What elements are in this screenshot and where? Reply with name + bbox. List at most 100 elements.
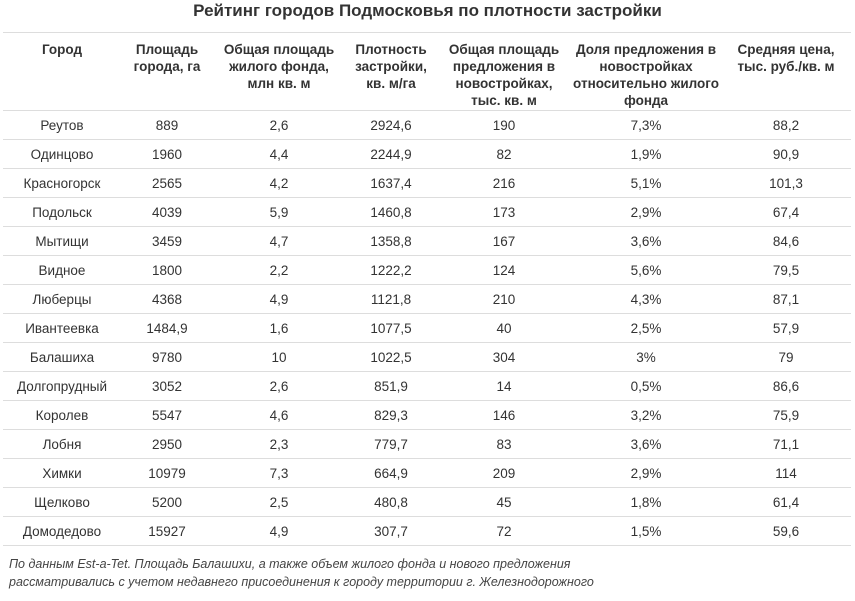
cell-city: Ивантеевка <box>3 313 121 343</box>
cell-density: 2244,9 <box>345 139 437 169</box>
table-row: Домодедово 15927 4,9 307,7 72 1,5% 59,6 <box>3 516 851 546</box>
cell-housing-stock: 2,5 <box>213 487 345 517</box>
table-row: Мытищи 3459 4,7 1358,8 167 3,6% 84,6 <box>3 226 851 256</box>
table-row: Красногорск 2565 4,2 1637,4 216 5,1% 101,3 <box>3 168 851 198</box>
cell-supply-share: 5,6% <box>571 255 721 285</box>
cell-city: Долгопрудный <box>3 371 121 401</box>
cell-housing-stock: 4,4 <box>213 139 345 169</box>
cell-avg-price: 88,2 <box>721 110 851 140</box>
cell-city: Химки <box>3 458 121 488</box>
table-body: Реутов 889 2,6 2924,6 190 7,3% 88,2 Одинцово 196… <box>3 110 851 546</box>
cell-new-supply: 216 <box>437 168 571 198</box>
cell-area: 10979 <box>121 458 213 488</box>
cell-area: 2565 <box>121 168 213 198</box>
cell-density: 829,3 <box>345 400 437 430</box>
cell-avg-price: 79 <box>721 342 851 372</box>
cell-supply-share: 7,3% <box>571 110 721 140</box>
cell-avg-price: 79,5 <box>721 255 851 285</box>
header-row: Город Площадь города, га Общая площадь ж… <box>3 32 851 111</box>
cell-housing-stock: 4,9 <box>213 284 345 314</box>
cell-avg-price: 114 <box>721 458 851 488</box>
cell-housing-stock: 2,6 <box>213 110 345 140</box>
cell-area: 1960 <box>121 139 213 169</box>
cell-new-supply: 210 <box>437 284 571 314</box>
table-row: Реутов 889 2,6 2924,6 190 7,3% 88,2 <box>3 110 851 140</box>
cell-supply-share: 0,5% <box>571 371 721 401</box>
cell-housing-stock: 10 <box>213 342 345 372</box>
table-row: Подольск 4039 5,9 1460,8 173 2,9% 67,4 <box>3 197 851 227</box>
cell-housing-stock: 4,7 <box>213 226 345 256</box>
header-housing-stock: Общая площадь жилого фонда, млн кв. м <box>213 32 345 111</box>
cell-new-supply: 167 <box>437 226 571 256</box>
cell-city: Домодедово <box>3 516 121 546</box>
cell-density: 1222,2 <box>345 255 437 285</box>
cell-new-supply: 209 <box>437 458 571 488</box>
cell-avg-price: 71,1 <box>721 429 851 459</box>
cell-new-supply: 173 <box>437 197 571 227</box>
cell-area: 3052 <box>121 371 213 401</box>
page-title: Рейтинг городов Подмосковья по плотности… <box>193 1 662 20</box>
cell-city: Реутов <box>3 110 121 140</box>
cell-supply-share: 2,9% <box>571 458 721 488</box>
cell-city: Мытищи <box>3 226 121 256</box>
cell-area: 5200 <box>121 487 213 517</box>
cell-area: 1484,9 <box>121 313 213 343</box>
cell-new-supply: 82 <box>437 139 571 169</box>
cell-new-supply: 146 <box>437 400 571 430</box>
cell-density: 480,8 <box>345 487 437 517</box>
cell-supply-share: 1,9% <box>571 139 721 169</box>
footnote: По данным Est-a-Tet. Площадь Балашихи, а… <box>9 557 594 589</box>
header-avg-price: Средняя цена, тыс. руб./кв. м <box>721 32 851 111</box>
cell-density: 1637,4 <box>345 168 437 198</box>
table-row: Видное 1800 2,2 1222,2 124 5,6% 79,5 <box>3 255 851 285</box>
cell-city: Королев <box>3 400 121 430</box>
cell-city: Люберцы <box>3 284 121 314</box>
cell-density: 1460,8 <box>345 197 437 227</box>
cell-area: 4368 <box>121 284 213 314</box>
cell-density: 1358,8 <box>345 226 437 256</box>
header-area: Площадь города, га <box>121 32 213 111</box>
header-supply-share: Доля предложения в новостройках относите… <box>571 32 721 111</box>
cell-supply-share: 1,5% <box>571 516 721 546</box>
table-row: Лобня 2950 2,3 779,7 83 3,6% 71,1 <box>3 429 851 459</box>
density-table: Город Площадь города, га Общая площадь ж… <box>3 32 851 546</box>
cell-density: 851,9 <box>345 371 437 401</box>
cell-new-supply: 190 <box>437 110 571 140</box>
cell-new-supply: 124 <box>437 255 571 285</box>
cell-avg-price: 57,9 <box>721 313 851 343</box>
cell-housing-stock: 7,3 <box>213 458 345 488</box>
table-row: Долгопрудный 3052 2,6 851,9 14 0,5% 86,6 <box>3 371 851 401</box>
cell-new-supply: 14 <box>437 371 571 401</box>
cell-supply-share: 4,3% <box>571 284 721 314</box>
cell-new-supply: 40 <box>437 313 571 343</box>
table-row: Щелково 5200 2,5 480,8 45 1,8% 61,4 <box>3 487 851 517</box>
cell-city: Балашиха <box>3 342 121 372</box>
cell-density: 307,7 <box>345 516 437 546</box>
cell-housing-stock: 2,6 <box>213 371 345 401</box>
cell-avg-price: 75,9 <box>721 400 851 430</box>
cell-city: Красногорск <box>3 168 121 198</box>
cell-density: 779,7 <box>345 429 437 459</box>
cell-new-supply: 45 <box>437 487 571 517</box>
table-row: Химки 10979 7,3 664,9 209 2,9% 114 <box>3 458 851 488</box>
cell-supply-share: 2,9% <box>571 197 721 227</box>
cell-avg-price: 61,4 <box>721 487 851 517</box>
cell-housing-stock: 5,9 <box>213 197 345 227</box>
cell-supply-share: 1,8% <box>571 487 721 517</box>
cell-housing-stock: 4,9 <box>213 516 345 546</box>
cell-housing-stock: 2,2 <box>213 255 345 285</box>
cell-city: Одинцово <box>3 139 121 169</box>
cell-area: 3459 <box>121 226 213 256</box>
header-city: Город <box>3 32 121 111</box>
cell-city: Подольск <box>3 197 121 227</box>
table-row: Ивантеевка 1484,9 1,6 1077,5 40 2,5% 57,9 <box>3 313 851 343</box>
cell-city: Лобня <box>3 429 121 459</box>
cell-new-supply: 83 <box>437 429 571 459</box>
cell-avg-price: 86,6 <box>721 371 851 401</box>
cell-avg-price: 90,9 <box>721 139 851 169</box>
cell-housing-stock: 2,3 <box>213 429 345 459</box>
header-density: Плотность застройки, кв. м/га <box>345 32 437 111</box>
cell-supply-share: 5,1% <box>571 168 721 198</box>
cell-density: 664,9 <box>345 458 437 488</box>
cell-new-supply: 72 <box>437 516 571 546</box>
